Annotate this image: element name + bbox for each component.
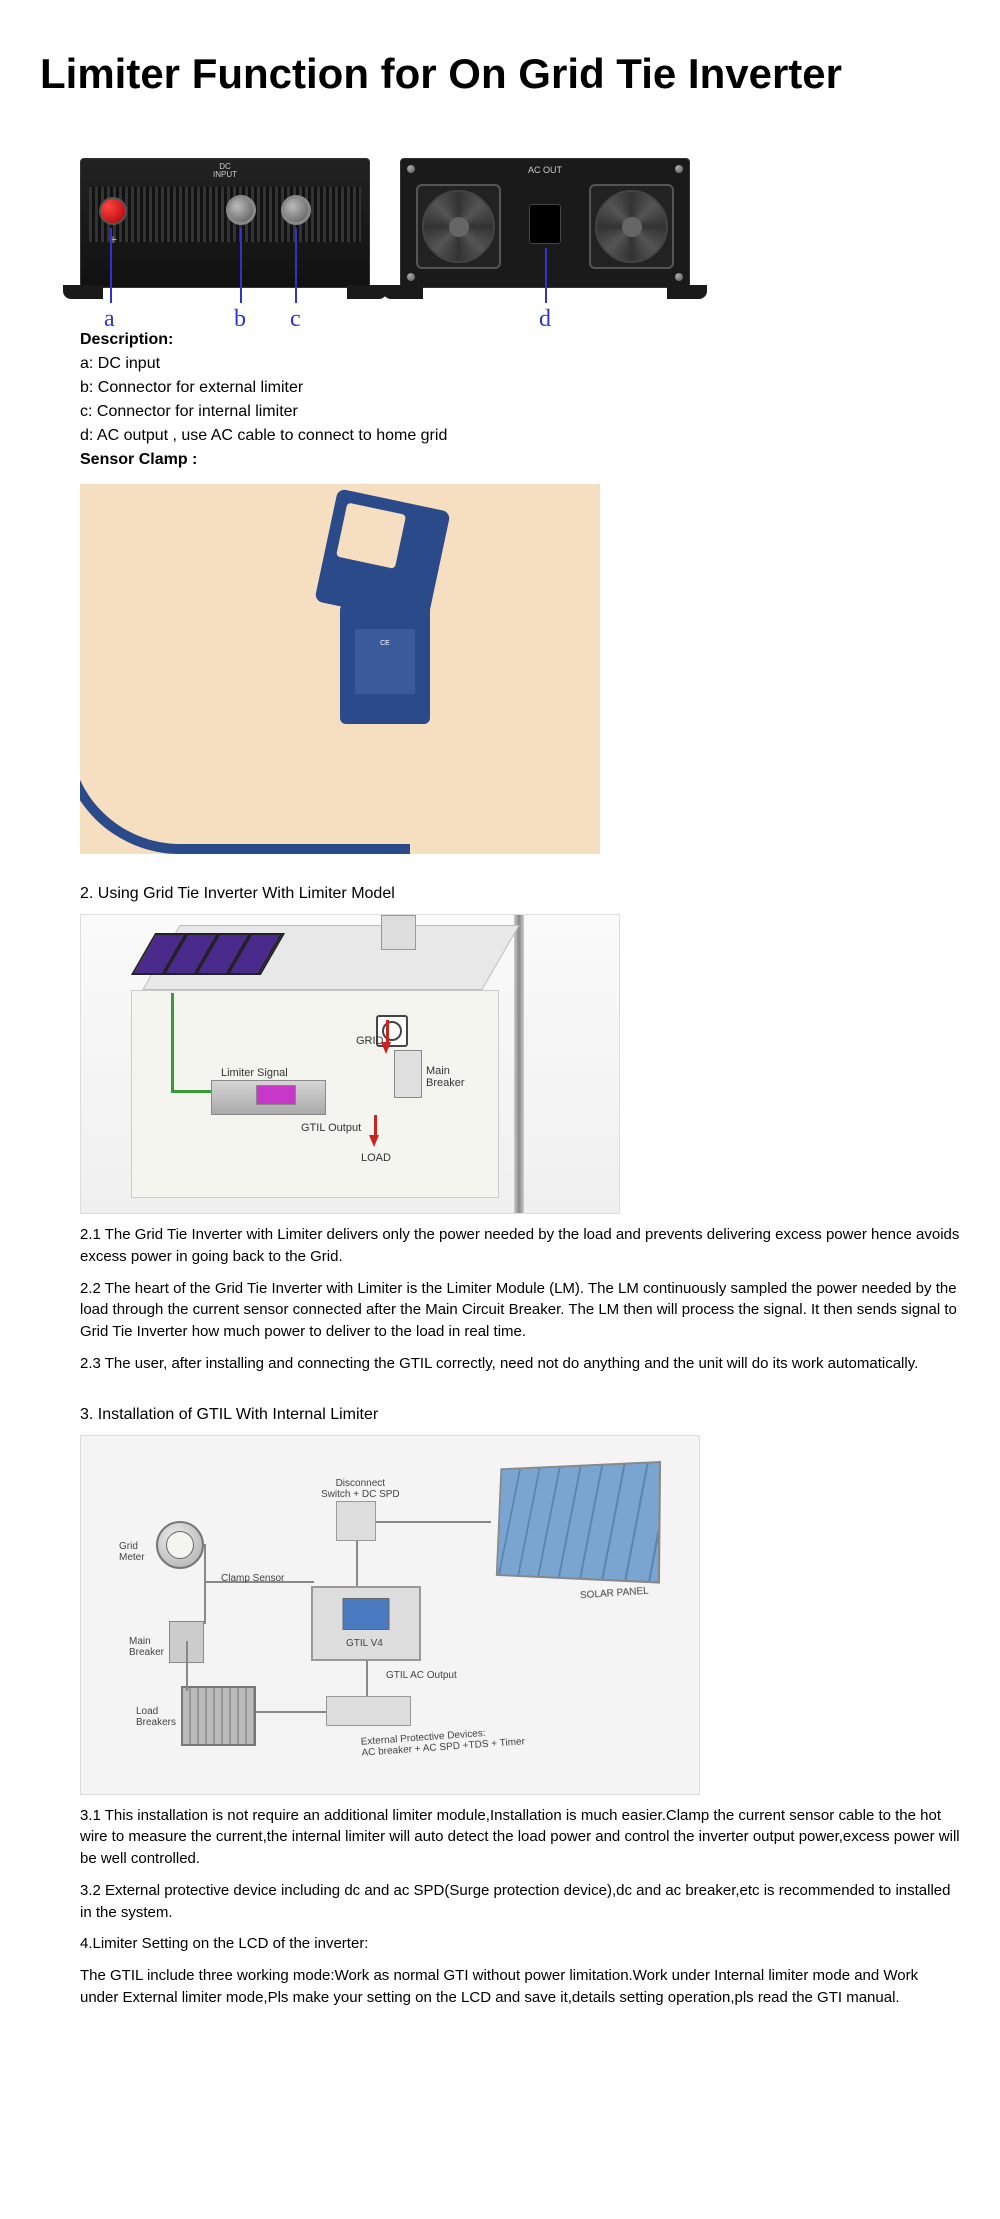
diagram-3: Disconnect Switch + DC SPD Grid Meter Cl… [80, 1435, 700, 1795]
label-clamp-sensor: Clamp Sensor [221, 1571, 284, 1586]
desc-line-c: c: Connector for internal limiter [80, 400, 960, 424]
label-gtil-v4: GTIL V4 [346, 1636, 383, 1651]
label-gtil-output: GTIL Output [301, 1120, 361, 1137]
paragraph-3-2: 3.2 External protective device including… [80, 1880, 960, 1924]
fan-icon [416, 184, 501, 269]
section-2-heading: 2. Using Grid Tie Inverter With Limiter … [80, 882, 960, 906]
solar-panels-icon [131, 933, 285, 975]
desc-line-d: d: AC output , use AC cable to connect t… [80, 424, 960, 448]
connector-b-icon [226, 195, 256, 225]
label-disconnect: Disconnect Switch + DC SPD [321, 1478, 400, 1500]
dc-input-label: DC INPUT [213, 163, 237, 179]
device-front-view: DC INPUT + a b c [80, 158, 370, 288]
pointer-label-c: c [290, 306, 301, 333]
sensor-clamp-image: CE [80, 484, 600, 854]
section-4-heading: 4.Limiter Setting on the LCD of the inve… [80, 1933, 960, 1955]
dc-terminal-icon [99, 197, 127, 225]
desc-line-b: b: Connector for external limiter [80, 376, 960, 400]
label-load-breakers: Load Breakers [136, 1706, 176, 1728]
ac-out-label: AC OUT [528, 165, 562, 175]
load-breakers-icon [181, 1686, 256, 1746]
paragraph-2-1: 2.1 The Grid Tie Inverter with Limiter d… [80, 1224, 960, 1268]
ext-protective-icon [326, 1696, 411, 1726]
fan-icon [589, 184, 674, 269]
label-load: LOAD [361, 1150, 391, 1167]
desc-line-a: a: DC input [80, 352, 960, 376]
description-block: Description: a: DC input b: Connector fo… [40, 328, 960, 2009]
label-grid-meter: Grid Meter [119, 1541, 145, 1563]
label-main-breaker: Main Breaker [426, 1065, 465, 1089]
label-grid: GRID [356, 1033, 384, 1050]
paragraph-4: The GTIL include three working mode:Work… [80, 1965, 960, 2009]
page-title: Limiter Function for On Grid Tie Inverte… [40, 50, 960, 98]
pointer-label-d: d [539, 306, 551, 333]
description-heading: Description: [80, 331, 173, 348]
pointer-label-b: b [234, 306, 246, 333]
paragraph-3-1: 3.1 This installation is not require an … [80, 1805, 960, 1870]
device-back-view: AC OUT d [400, 158, 690, 288]
paragraph-2-2: 2.2 The heart of the Grid Tie Inverter w… [80, 1278, 960, 1343]
connector-c-icon [281, 195, 311, 225]
paragraph-2-3: 2.3 The user, after installing and conne… [80, 1353, 960, 1375]
label-ext-protective: External Protective Devices: AC breaker … [360, 1725, 525, 1758]
pointer-label-a: a [104, 306, 115, 333]
sensor-clamp-heading: Sensor Clamp : [80, 451, 197, 468]
label-limiter-signal: Limiter Signal [221, 1065, 288, 1082]
section-3-heading: 3. Installation of GTIL With Internal Li… [80, 1403, 960, 1427]
grid-meter-icon [156, 1521, 204, 1569]
solar-panel-icon [496, 1460, 661, 1583]
dc-spd-icon [336, 1501, 376, 1541]
breaker-icon [394, 1050, 422, 1098]
label-solar-panel: SOLAR PANEL [580, 1583, 650, 1603]
ac-socket-icon [529, 204, 561, 244]
diagram-2: GRID Limiter Signal Main Breaker GTIL Ou… [80, 914, 620, 1214]
clamp-ce-label: CE [355, 629, 415, 694]
label-main-breaker-3: Main Breaker [129, 1636, 164, 1658]
label-gtil-ac-output: GTIL AC Output [386, 1668, 457, 1683]
device-photos-row: DC INPUT + a b c AC OUT [40, 158, 960, 288]
